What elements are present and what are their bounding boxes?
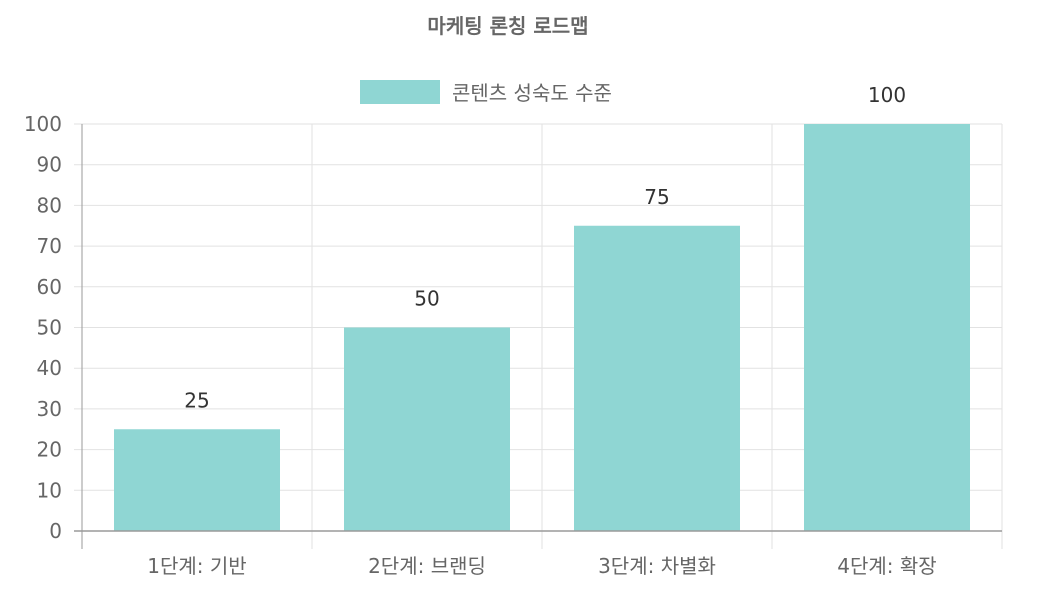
x-tick-label: 1단계: 기반	[147, 554, 246, 578]
legend-swatch	[360, 80, 440, 104]
y-tick-label: 0	[49, 519, 62, 543]
data-label: 100	[868, 83, 906, 107]
x-tick-label: 4단계: 확장	[837, 554, 936, 578]
y-tick-label: 30	[37, 397, 62, 421]
data-label: 50	[414, 287, 439, 311]
bar[interactable]	[114, 429, 280, 531]
y-tick-label: 100	[24, 112, 62, 136]
y-tick-label: 90	[37, 153, 62, 177]
x-tick-label: 3단계: 차별화	[598, 554, 716, 578]
data-label: 25	[184, 388, 209, 412]
bar[interactable]	[804, 124, 970, 531]
y-tick-label: 10	[37, 478, 62, 502]
y-tick-label: 40	[37, 356, 62, 380]
labels: 0 10 20 30 40 50 60 70 80 90 100 25 1단계: 기반 50 2단계: 브랜…	[24, 83, 937, 578]
x-tick-label: 2단계: 브랜딩	[368, 554, 486, 578]
y-tick-label: 80	[37, 193, 62, 217]
chart-title: 마케팅 론칭 로드맵	[427, 14, 588, 38]
y-tick-label: 60	[37, 275, 62, 299]
legend-label: 콘텐츠 성숙도 수준	[452, 81, 612, 105]
bar[interactable]	[574, 225, 740, 531]
bar[interactable]	[344, 327, 510, 532]
data-label: 75	[644, 185, 669, 209]
bars	[114, 124, 970, 531]
y-tick-label: 70	[37, 234, 62, 258]
y-tick-label: 20	[37, 438, 62, 462]
legend[interactable]: 콘텐츠 성숙도 수준	[360, 80, 612, 105]
y-tick-label: 50	[37, 316, 62, 340]
axes	[74, 124, 1002, 549]
